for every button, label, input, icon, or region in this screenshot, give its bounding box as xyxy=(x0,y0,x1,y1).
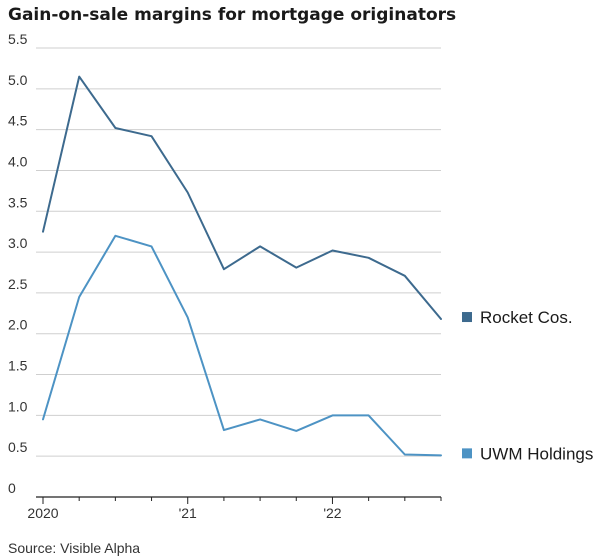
chart-title: Gain-on-sale margins for mortgage origin… xyxy=(8,5,456,25)
legend: Rocket Cos. UWM Holdings xyxy=(462,308,593,463)
plot-area xyxy=(42,75,442,457)
y-tick-label: 4.5 xyxy=(8,113,28,129)
x-tick-label: '21 xyxy=(179,505,197,521)
legend-label: Rocket Cos. xyxy=(480,308,573,327)
x-tick-label: 2020 xyxy=(27,505,58,521)
legend-label: UWM Holdings xyxy=(480,444,593,463)
y-tick-label: 1.0 xyxy=(8,398,28,414)
grid xyxy=(36,47,441,457)
y-tick-label: 5.0 xyxy=(8,72,28,88)
legend-item: UWM Holdings xyxy=(462,444,593,463)
x-tick-label: '22 xyxy=(323,505,341,521)
y-tick-label: 1.5 xyxy=(8,358,28,374)
x-axis-labels: 2020 '21 '22 xyxy=(27,505,341,521)
x-axis xyxy=(36,496,442,504)
legend-item: Rocket Cos. xyxy=(462,308,573,327)
y-tick-label: 2.5 xyxy=(8,276,28,292)
y-tick-label: 0.5 xyxy=(8,439,28,455)
y-tick-label: 4.0 xyxy=(8,153,28,169)
y-tick-label: 3.5 xyxy=(8,194,28,210)
y-tick-label: 3.0 xyxy=(8,235,28,251)
y-axis: 0 0.5 1.0 1.5 2.0 2.5 3.0 3.5 4.0 4.5 5.0 5.5 xyxy=(8,31,28,496)
y-tick-label: 5.5 xyxy=(8,31,28,47)
legend-swatch xyxy=(462,312,472,323)
legend-swatch xyxy=(462,448,472,459)
source-note: Source: Visible Alpha xyxy=(8,540,140,556)
y-tick-label: 2.0 xyxy=(8,317,28,333)
series-line-uwm xyxy=(42,234,442,457)
y-tick-label: 0 xyxy=(8,480,16,496)
series-line-rocket xyxy=(42,75,442,320)
